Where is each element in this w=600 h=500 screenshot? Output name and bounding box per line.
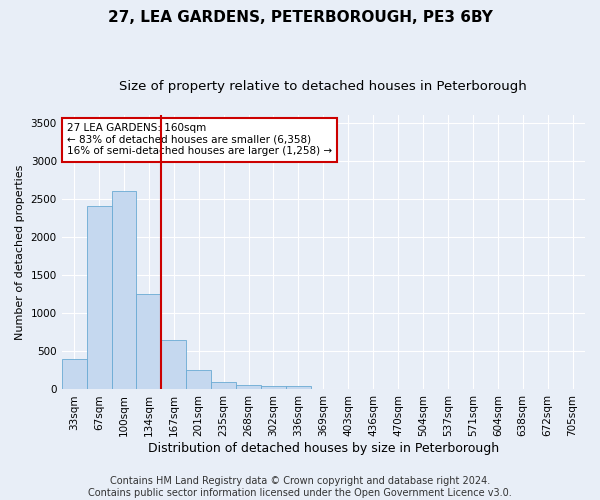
X-axis label: Distribution of detached houses by size in Peterborough: Distribution of detached houses by size … — [148, 442, 499, 455]
Y-axis label: Number of detached properties: Number of detached properties — [15, 164, 25, 340]
Bar — [112, 191, 136, 390]
Bar — [211, 382, 236, 390]
Text: Contains HM Land Registry data © Crown copyright and database right 2024.
Contai: Contains HM Land Registry data © Crown c… — [88, 476, 512, 498]
Bar — [236, 385, 261, 390]
Bar — [86, 206, 112, 390]
Bar — [261, 386, 286, 390]
Bar — [136, 294, 161, 390]
Bar — [286, 386, 311, 390]
Bar — [161, 340, 186, 390]
Bar — [311, 388, 336, 390]
Bar — [62, 359, 86, 390]
Title: Size of property relative to detached houses in Peterborough: Size of property relative to detached ho… — [119, 80, 527, 93]
Bar — [186, 370, 211, 390]
Text: 27, LEA GARDENS, PETERBOROUGH, PE3 6BY: 27, LEA GARDENS, PETERBOROUGH, PE3 6BY — [107, 10, 493, 25]
Text: 27 LEA GARDENS: 160sqm
← 83% of detached houses are smaller (6,358)
16% of semi-: 27 LEA GARDENS: 160sqm ← 83% of detached… — [67, 123, 332, 156]
